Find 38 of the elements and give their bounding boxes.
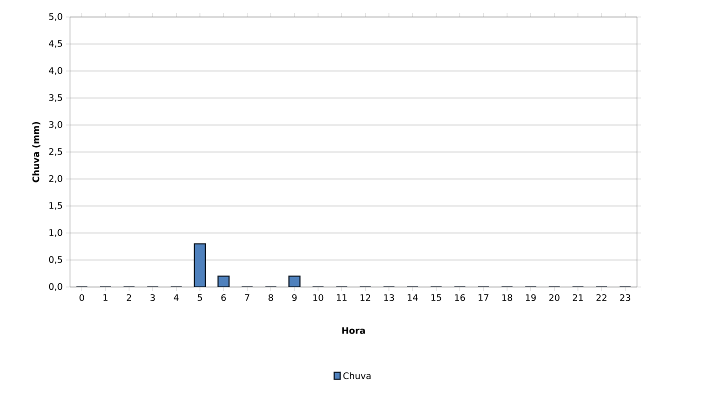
x-tick-label: 10 [313,294,324,302]
y-tick-label: 3,5 [49,94,62,102]
x-tick-label: 8 [268,294,274,302]
x-tick-label: 11 [336,294,347,301]
x-tick-label: 19 [526,294,536,302]
x-tick-label: 12 [360,294,370,301]
x-tick-label: 7 [245,294,250,301]
y-tick-label: 4,5 [48,40,62,48]
x-tick-label: 21 [572,294,583,301]
x-tick-label: 13 [384,294,394,302]
x-tick-label: 15 [431,294,442,301]
x-tick-label: 22 [596,294,606,301]
x-tick-label: 1 [104,294,108,301]
x-tick-label: 16 [455,294,465,302]
y-tick-label: 1,0 [49,229,62,237]
x-tick-label: 0 [80,294,84,302]
y-tick-label: 5,0 [49,13,62,21]
y-tick-label: 2,0 [49,175,62,183]
x-tick-label: 4 [174,294,179,301]
y-tick-label: 1,5 [49,202,62,210]
y-tick-label: 4,0 [48,67,62,75]
x-tick-label: 17 [478,294,488,301]
x-tick-label: 14 [408,294,418,301]
y-tick-label: 0,0 [49,283,62,291]
x-tick-label: 20 [549,294,560,302]
x-tick-label: 23 [620,294,630,302]
x-tick-label: 3 [150,294,155,302]
x-tick-label: 2 [126,294,132,301]
x-tick-label: 5 [198,294,202,301]
y-axis-title: Chuva (mm) [32,122,40,182]
y-tick-label: 0,5 [49,256,62,264]
x-tick-label: 18 [502,294,512,302]
x-tick-label: 9 [292,294,297,302]
x-tick-label: 6 [221,294,226,302]
legend-label: Chuva [343,372,371,380]
x-axis-title: Hora [342,327,365,334]
y-tick-label: 2,5 [49,148,62,156]
y-tick-label: 3,0 [49,121,62,129]
